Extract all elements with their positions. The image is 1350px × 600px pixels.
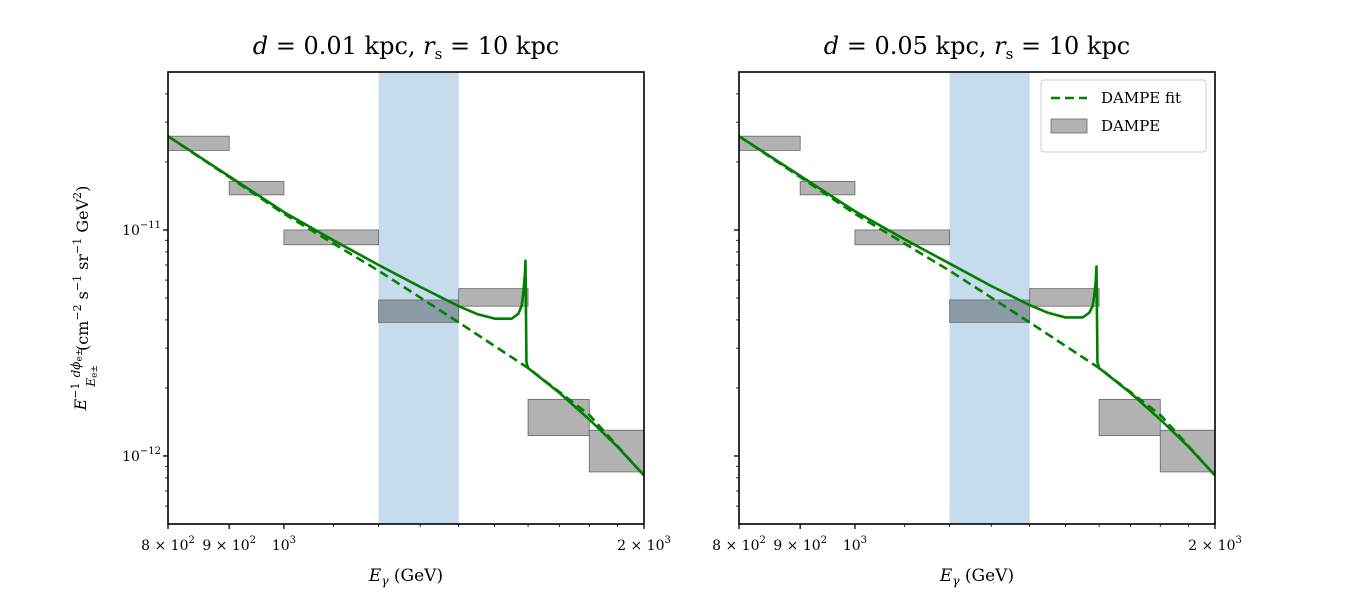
ylabel-frac-den-sub: e±: [90, 365, 100, 378]
plot-content: [168, 72, 644, 524]
x-tick-exp: 2: [250, 535, 256, 546]
ylabel-frac-num: dϕ: [69, 362, 83, 378]
x-tick-label-3: 2 × 103: [617, 535, 671, 554]
xlabel-e: E: [368, 566, 382, 586]
dampe-bin-5: [1098, 398, 1161, 437]
ylabel-frac-num-sub: e±: [75, 349, 85, 362]
title-r-sub: s: [435, 45, 443, 63]
x-tick-mant: 10: [272, 538, 290, 554]
legend-label-1: DAMPE: [1101, 117, 1160, 135]
ylabel-units-close: ): [73, 186, 92, 192]
y-tick-label-0: 10−12: [122, 446, 161, 465]
x-tick-exp: 3: [664, 535, 670, 546]
x-tick-exp: 2: [821, 535, 827, 546]
y-tick-label-1: 10−11: [122, 220, 161, 239]
title-eq2: = 10 kpc: [442, 32, 559, 60]
title-d: d: [824, 32, 839, 60]
xlabel-e: E: [939, 566, 953, 586]
x-axis-label: Eγ (GeV): [368, 566, 443, 588]
title-eq1: = 0.01 kpc,: [268, 32, 423, 60]
title-eq2: = 10 kpc: [1013, 32, 1130, 60]
title-r: r: [423, 32, 436, 60]
y-tick-exp: −12: [140, 446, 161, 457]
xlabel-sub: γ: [952, 574, 960, 588]
x-tick-label-0: 8 × 102: [712, 535, 766, 554]
x-tick-exp: 3: [1235, 535, 1241, 546]
x-tick-exp: 2: [188, 535, 194, 546]
legend-swatch-dampe: [1050, 118, 1088, 134]
series-dampe-fit-line: [739, 135, 1215, 477]
dampe-bin-4: [1029, 288, 1100, 307]
y-axis-label: E−1 dϕe±Ee±(cm−2 s−1 sr−1 GeV2): [69, 186, 100, 412]
dampe-bin-4: [458, 288, 529, 307]
plot-content: [739, 72, 1215, 524]
y-tick-mant: 10: [122, 223, 140, 239]
title-d: d: [253, 32, 268, 60]
ylabel-units-cm-exp: −2: [71, 304, 84, 320]
x-tick-mant: 2 × 10: [617, 538, 664, 554]
legend-label-0: DAMPE fit: [1101, 89, 1181, 107]
dampe-bin-6: [1159, 429, 1215, 473]
ylabel-units-open: (cm: [73, 321, 92, 351]
chart-title: d = 0.01 kpc, rs = 10 kpc: [253, 32, 560, 63]
ylabel-units-s: s: [73, 291, 92, 304]
ylabel-frac-den: E: [84, 378, 98, 388]
ylabel-units-sr-exp: −1: [71, 238, 84, 254]
x-tick-label-2: 103: [272, 535, 296, 554]
x-tick-mant: 10: [843, 538, 861, 554]
ylabel-units-s-exp: −1: [71, 275, 84, 291]
xlabel-units: (GeV): [960, 566, 1015, 586]
chart-panel-right: d = 0.05 kpc, rs = 10 kpc 8 × 102 9 × 102…: [712, 32, 1242, 588]
x-tick-label-1: 9 × 102: [773, 535, 827, 554]
title-eq1: = 0.05 kpc,: [839, 32, 994, 60]
ylabel-units-sr: sr: [73, 254, 92, 275]
xlabel-sub: γ: [381, 574, 389, 588]
dampe-bin-3: [949, 299, 1031, 323]
x-tick-mant: 9 × 10: [202, 538, 249, 554]
y-tick-exp: −11: [140, 220, 161, 231]
y-tick-mant: 10: [122, 449, 140, 465]
series-model-line: [739, 135, 1215, 477]
dampe-bin-3: [378, 299, 460, 323]
x-tick-mant: 9 × 10: [773, 538, 820, 554]
x-tick-mant: 8 × 10: [141, 538, 188, 554]
x-tick-label-1: 9 × 102: [202, 535, 256, 554]
series-model-line: [168, 135, 644, 477]
x-tick-exp: 3: [861, 535, 867, 546]
ylabel-units-gev-exp: 2: [71, 192, 84, 199]
legend: DAMPE fit DAMPE: [1040, 79, 1207, 153]
ylabel-e: E: [71, 398, 90, 411]
x-tick-exp: 2: [759, 535, 765, 546]
title-r-sub: s: [1006, 45, 1014, 63]
ylabel-units-gev: GeV: [73, 198, 92, 237]
title-r: r: [994, 32, 1007, 60]
svg-text:E−1 dϕe±Ee±(cm−2 s−1 sr−1 GeV2: E−1 dϕe±Ee±(cm−2 s−1 sr−1 GeV2): [69, 186, 100, 412]
x-tick-label-3: 2 × 103: [1188, 535, 1242, 554]
series-dampe-fit-line: [168, 135, 644, 477]
dampe-bin-2: [283, 229, 380, 246]
x-tick-label-0: 8 × 102: [141, 535, 195, 554]
x-tick-exp: 3: [290, 535, 296, 546]
x-axis-label: Eγ (GeV): [939, 566, 1014, 588]
x-tick-mant: 8 × 10: [712, 538, 759, 554]
ylabel-e-exp: −1: [69, 383, 82, 399]
chart-title: d = 0.05 kpc, rs = 10 kpc: [824, 32, 1131, 63]
xlabel-units: (GeV): [389, 566, 444, 586]
x-tick-label-2: 103: [843, 535, 867, 554]
dampe-bin-5: [527, 398, 590, 437]
x-tick-mant: 2 × 10: [1188, 538, 1235, 554]
